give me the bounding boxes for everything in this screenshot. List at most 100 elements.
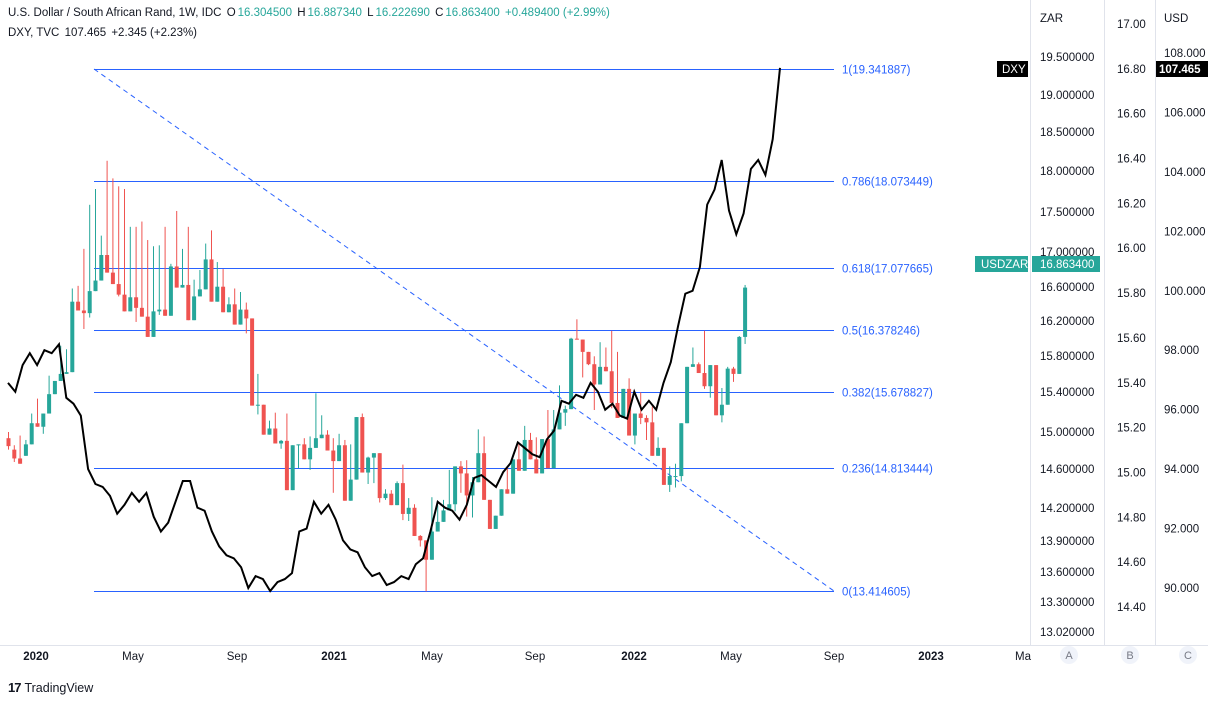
candle-body xyxy=(47,394,52,414)
candle-body xyxy=(667,476,672,485)
trend-line[interactable] xyxy=(93,68,835,592)
candle-body xyxy=(122,294,127,312)
scale-button-bg xyxy=(1060,646,1078,664)
candle-body xyxy=(389,493,394,506)
candle-body xyxy=(308,447,313,460)
b-tick-label: 16.20 xyxy=(1117,198,1146,210)
time-tick-label: Sep xyxy=(525,651,545,663)
zar-tick-label: 17.500000 xyxy=(1040,207,1094,219)
b-tick-label: 15.20 xyxy=(1117,423,1146,435)
time-tick-label: May xyxy=(720,651,742,663)
candle-body xyxy=(528,439,533,460)
usdzar-price-tag xyxy=(1032,256,1100,272)
usd-axis-label: USD xyxy=(1164,13,1188,25)
zar-tick-label: 14.200000 xyxy=(1040,503,1094,515)
dashed-trend-line xyxy=(93,68,835,592)
candle-body xyxy=(516,459,521,471)
compare-symbol-name[interactable]: DXY, TVC xyxy=(8,27,60,39)
high-label: H xyxy=(297,7,306,19)
candle-body xyxy=(81,310,86,314)
symbol-name[interactable]: U.S. Dollar / South African Rand, 1W, ID… xyxy=(8,7,222,19)
candle-body xyxy=(719,404,724,416)
candle-body xyxy=(656,447,661,456)
scale-button-c[interactable]: C xyxy=(1179,646,1197,664)
zar-tick-label: 16.200000 xyxy=(1040,316,1094,328)
fib-level-label: 0.618(17.077665) xyxy=(842,264,933,276)
candle-body xyxy=(116,284,121,295)
candle-body xyxy=(319,434,324,439)
scale-button-label: A xyxy=(1065,650,1073,662)
candle-body xyxy=(696,364,701,374)
candle-body xyxy=(412,507,417,536)
tradingview-logo-icon: 17 xyxy=(8,680,22,695)
candle-body xyxy=(534,459,539,474)
candle-body xyxy=(650,422,655,456)
candle-body xyxy=(313,438,318,448)
candle-body xyxy=(447,504,452,511)
candle-body xyxy=(354,417,359,480)
fib-level-label: 0.5(16.378246) xyxy=(842,326,920,338)
candle-body xyxy=(743,287,748,337)
candle-body xyxy=(464,473,469,496)
candle-body xyxy=(18,458,23,464)
candle-body xyxy=(360,417,365,473)
time-axis[interactable]: 2020 May Sep 2021 May Sep 2022 May Sep 2023 Ma xyxy=(23,651,1031,663)
candle-body xyxy=(644,417,649,423)
candle-body xyxy=(661,447,666,485)
price-axes[interactable]: ZAR USD 19.500000 19.000000 18.500000 18.0000… xyxy=(1040,13,1206,664)
zar-tick-label: 18.500000 xyxy=(1040,127,1094,139)
time-tick-label: Ma xyxy=(1015,651,1032,663)
candle-body xyxy=(134,297,139,308)
usd-tick-label: 94.000 xyxy=(1164,464,1199,476)
compare-symbol-legend[interactable]: DXY, TVC 107.465 +2.345 (+2.23%) xyxy=(8,27,199,39)
candle-body xyxy=(76,301,81,311)
candle-body xyxy=(499,489,504,516)
time-tick-label: Sep xyxy=(824,651,844,663)
candle-body xyxy=(453,466,458,505)
scale-button-b[interactable]: B xyxy=(1121,646,1139,664)
candle-body xyxy=(221,286,226,313)
candle-body xyxy=(476,453,481,483)
b-tick-label: 14.60 xyxy=(1117,557,1146,569)
candle-body xyxy=(690,364,695,367)
candle-body xyxy=(441,510,446,522)
dxy-series-line xyxy=(7,67,781,593)
candle-body xyxy=(168,266,173,316)
usd-tick-label: 104.000 xyxy=(1164,167,1206,179)
candle-body xyxy=(586,351,591,365)
symbol-ohlc-legend[interactable]: U.S. Dollar / South African Rand, 1W, ID… xyxy=(8,7,612,19)
usd-tick-label: 98.000 xyxy=(1164,345,1199,357)
time-tick-label: 2020 xyxy=(23,651,49,663)
candle-body xyxy=(406,507,411,514)
candle-body xyxy=(267,428,272,435)
zar-axis-label: ZAR xyxy=(1040,13,1063,25)
time-tick-label: May xyxy=(122,651,144,663)
tradingview-branding[interactable]: 17 TradingView xyxy=(8,680,93,695)
usd-tick-label: 100.000 xyxy=(1164,286,1206,298)
fib-level-label: 1(19.341887) xyxy=(842,65,911,77)
scale-button-a[interactable]: A xyxy=(1060,646,1078,664)
fib-level-label: 0.786(18.073449) xyxy=(842,177,933,189)
b-tick-label: 16.60 xyxy=(1117,109,1146,121)
candle-body xyxy=(731,368,736,374)
candle-body xyxy=(563,409,568,413)
close-label: C xyxy=(435,7,444,19)
time-tick-label: May xyxy=(421,651,443,663)
candle-body xyxy=(250,318,255,406)
candle-body xyxy=(708,365,713,387)
candle-body xyxy=(673,476,678,478)
fib-level-label: 0.236(14.813444) xyxy=(842,464,933,476)
candle-body xyxy=(377,453,382,499)
candle-body xyxy=(609,371,614,403)
candle-body xyxy=(511,459,516,494)
scale-button-label: C xyxy=(1184,650,1192,662)
candle-body xyxy=(6,438,11,447)
candle-body xyxy=(99,255,104,281)
scale-button-bg xyxy=(1121,646,1139,664)
candle-body xyxy=(470,482,475,496)
candle-body xyxy=(35,423,40,427)
zar-tick-label: 16.600000 xyxy=(1040,282,1094,294)
zar-tick-label: 14.600000 xyxy=(1040,464,1094,476)
usdzar-name-tag xyxy=(975,256,1028,272)
